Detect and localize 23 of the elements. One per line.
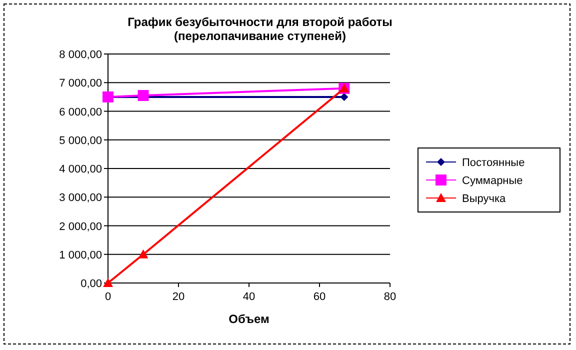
y-tick-label: 2 000,00: [59, 220, 102, 233]
y-tick-label: 5 000,00: [59, 134, 102, 147]
point: [103, 278, 113, 287]
point: [340, 92, 348, 101]
y-tick-label: 8 000,00: [59, 49, 102, 61]
x-axis-title: Объем: [228, 312, 270, 326]
x-tick-label: 80: [384, 291, 396, 303]
chart-title: График безубыточности для второй работы (перелопачивание ступеней): [128, 15, 392, 43]
legend-label: Постоянные: [462, 157, 525, 169]
legend-label: Выручка: [462, 193, 507, 205]
x-tick-label: 20: [172, 291, 185, 303]
y-tick-label: 1 000,00: [59, 249, 102, 262]
y-tick-label: 3 000,00: [59, 192, 102, 204]
legend-label: Суммарные: [462, 175, 523, 187]
y-tick-label: 7 000,00: [59, 78, 102, 90]
point: [138, 249, 148, 258]
y-tick-label: 0,00: [80, 278, 102, 290]
x-tick-label: 60: [313, 291, 326, 303]
y-tick-label: 6 000,00: [59, 106, 102, 118]
x-tick-label: 40: [242, 291, 256, 303]
y-tick-label: 4 000,00: [59, 164, 102, 176]
point: [138, 90, 149, 102]
x-tick-label: 0: [104, 291, 112, 303]
